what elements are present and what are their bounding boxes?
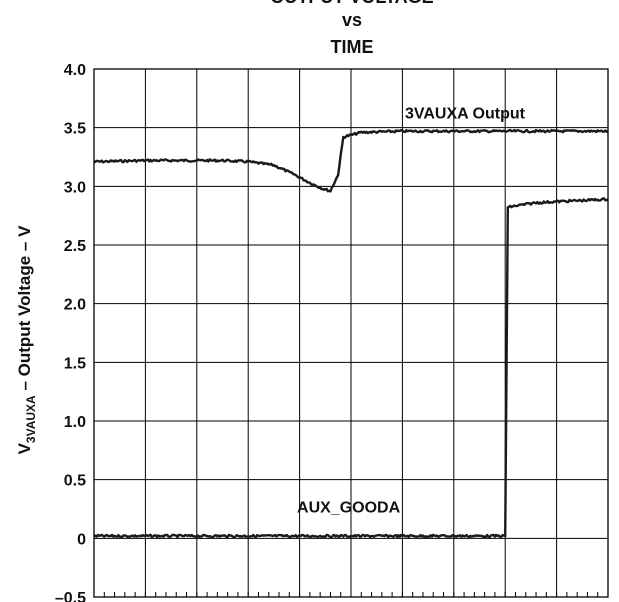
y-tick-label: 1.5 (64, 355, 86, 372)
y-tick-label: 1.0 (64, 414, 86, 431)
y-tick-label: 3.0 (64, 179, 86, 196)
y-label-subscript: 3VAUXA (24, 395, 38, 443)
series-group (93, 128, 609, 539)
y-label-suffix: – Output Voltage – V (15, 225, 34, 395)
annotations: 3VAUXA Output AUX_GOODA (297, 105, 526, 516)
plot-frame (93, 68, 609, 598)
y-tick-label: 4.0 (64, 62, 86, 79)
title-line-1: OUTPUT VOLTAGE (270, 0, 433, 7)
y-axis-label: V3VAUXA – Output Voltage – V (15, 225, 38, 455)
title-line-3: TIME (331, 37, 374, 57)
title-line-2: vs (342, 10, 362, 30)
y-tick-label: 0 (77, 531, 86, 548)
y-tick-label: –0.5 (55, 590, 86, 602)
y-label-prefix: V (15, 442, 34, 454)
chart-title: OUTPUT VOLTAGE vs TIME (270, 0, 433, 57)
grid (93, 68, 609, 598)
y-tick-label: 3.5 (64, 121, 86, 138)
series-line-aux-gooda (93, 197, 609, 539)
y-tick-label: 2.5 (64, 238, 86, 255)
y-axis-ticks: 4.0 3.5 3.0 2.5 2.0 1.5 1.0 0.5 0 –0.5 (55, 62, 86, 602)
y-tick-label: 0.5 (64, 473, 86, 490)
series-line-3vauxa-output (93, 128, 609, 193)
y-tick-label: 2.0 (64, 297, 86, 314)
annotation-label: 3VAUXA Output (405, 105, 526, 122)
annotation-label: AUX_GOODA (297, 500, 401, 517)
